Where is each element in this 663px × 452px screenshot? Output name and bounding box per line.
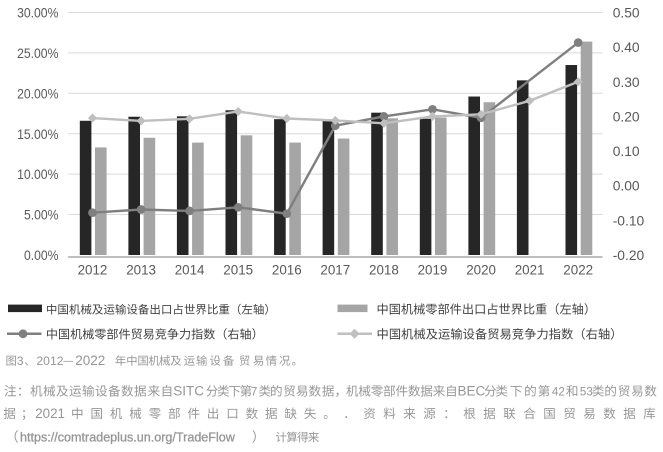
- svg-text:2022: 2022: [75, 353, 105, 368]
- svg-text:2017: 2017: [320, 263, 350, 278]
- svg-text:15.00%: 15.00%: [17, 127, 59, 143]
- svg-text:2013: 2013: [126, 263, 156, 278]
- svg-text:7: 7: [251, 386, 257, 399]
- svg-text:SITC: SITC: [173, 384, 204, 399]
- svg-text:2021: 2021: [35, 406, 65, 421]
- svg-text:2021: 2021: [515, 263, 545, 278]
- svg-text:25.00%: 25.00%: [17, 46, 59, 62]
- svg-text:10.00%: 10.00%: [17, 167, 59, 183]
- svg-text:0.00%: 0.00%: [24, 248, 59, 264]
- svg-text:0.50: 0.50: [613, 5, 640, 21]
- svg-text:0.40: 0.40: [613, 39, 640, 55]
- svg-text:2022: 2022: [563, 263, 593, 278]
- svg-text:2015: 2015: [223, 263, 253, 278]
- svg-text:BEC: BEC: [458, 384, 486, 399]
- svg-text:2020: 2020: [466, 263, 496, 278]
- svg-text:2012: 2012: [36, 354, 63, 368]
- svg-text:-0.20: -0.20: [613, 247, 645, 263]
- svg-text:https://comtradeplus.un.org/Tr: https://comtradeplus.un.org/TradeFlow: [20, 430, 236, 444]
- svg-text:42: 42: [552, 386, 565, 399]
- svg-text:0.30: 0.30: [613, 74, 640, 90]
- svg-text:-0.10: -0.10: [613, 212, 645, 228]
- svg-text:3: 3: [17, 354, 24, 368]
- svg-text:2016: 2016: [272, 263, 302, 278]
- svg-text:0.00: 0.00: [613, 178, 640, 194]
- svg-text:0.20: 0.20: [613, 108, 640, 124]
- svg-text:2018: 2018: [369, 263, 399, 278]
- svg-text:2012: 2012: [78, 263, 108, 278]
- svg-text:2019: 2019: [418, 263, 448, 278]
- svg-text:2014: 2014: [175, 263, 205, 278]
- svg-text:53: 53: [580, 386, 593, 399]
- svg-text:30.00%: 30.00%: [17, 6, 59, 22]
- svg-text:0.10: 0.10: [613, 143, 640, 159]
- svg-text:5.00%: 5.00%: [24, 208, 59, 224]
- svg-text:20.00%: 20.00%: [17, 86, 59, 102]
